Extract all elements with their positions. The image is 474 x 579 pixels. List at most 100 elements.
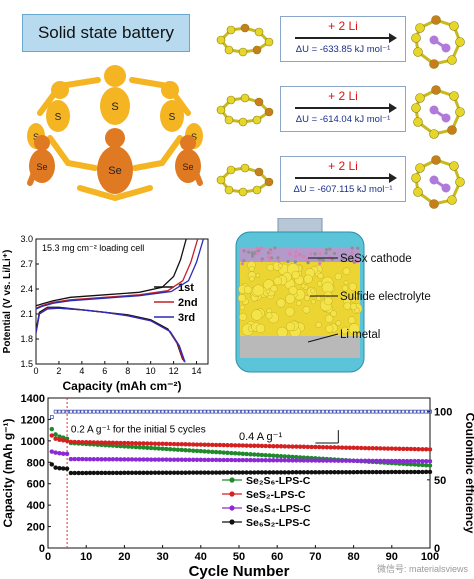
svg-text:Se: Se <box>182 162 193 172</box>
capacity-point-SeS₂-LPS-C <box>427 447 433 452</box>
capacity-point-SeS₂-LPS-C <box>313 444 318 450</box>
capacity-point-Se₆S₂-LPS-C <box>133 470 139 476</box>
capacity-point-Se₄S₄-LPS-C <box>370 458 375 464</box>
capacity-point-Se₆S₂-LPS-C <box>106 470 112 476</box>
cathode-particle <box>255 246 260 250</box>
capacity-point-Se₄S₄-LPS-C <box>137 457 142 462</box>
ce-point <box>267 409 272 414</box>
capacity-point-Se₆S₂-LPS-C <box>305 470 311 475</box>
capacity-point-Se₂S₆-LPS-C <box>137 445 142 450</box>
capacity-point-Se₄S₄-LPS-C <box>217 457 223 463</box>
atom <box>411 103 421 113</box>
ce-point <box>286 409 291 414</box>
capacity-point-SeS₂-LPS-C <box>99 440 104 445</box>
atom <box>264 107 274 117</box>
capacity-point-Se₆S₂-LPS-C <box>187 470 192 475</box>
ce-point <box>302 409 306 414</box>
atom <box>447 55 457 65</box>
svg-text:Se: Se <box>36 162 47 172</box>
cathode-particle <box>352 260 356 264</box>
plus-li-label: + 2 Li <box>328 19 358 33</box>
capacity-point-SeS₂-LPS-C <box>401 446 406 452</box>
atom <box>455 107 465 117</box>
legend-label: Se₆S₂-LPS-C <box>246 517 311 529</box>
people-cartoon: S S S S Se Se S Se <box>27 65 203 202</box>
cathode-particle <box>247 250 251 254</box>
y-tick-label: 0 <box>39 543 45 555</box>
capacity-point-Se₄S₄-LPS-C <box>83 456 89 462</box>
capacity-point-Se₄S₄-LPS-C <box>171 457 177 462</box>
cathode-particle <box>328 247 332 251</box>
capacity-point-SeS₂-LPS-C <box>278 444 284 449</box>
capacity-point-Se₆S₂-LPS-C <box>252 470 257 475</box>
capacity-point-SeS₂-LPS-C <box>294 444 299 449</box>
electrolyte-particle <box>288 286 298 295</box>
capacity-point-Se₄S₄-LPS-C <box>267 458 272 463</box>
atom <box>264 177 274 187</box>
capacity-point-Se₂S₆-LPS-C <box>244 451 249 457</box>
person-right: S <box>160 81 184 132</box>
y-tick-label: 1000 <box>21 436 45 448</box>
ce-point <box>65 409 69 414</box>
capacity-point-Se₂S₆-LPS-C <box>236 451 242 456</box>
anode-label: Li metal <box>340 329 380 341</box>
x-tick-label: 12 <box>169 366 179 376</box>
y-tick-label: 200 <box>27 522 45 534</box>
ce-point <box>298 409 302 414</box>
cathode-particle <box>341 256 345 261</box>
capacity-point-Se₂S₆-LPS-C <box>282 454 288 459</box>
capacity-point-Se₆S₂-LPS-C <box>190 470 196 475</box>
capacity-point-Se₄S₄-LPS-C <box>366 458 372 464</box>
capacity-point-Se₄S₄-LPS-C <box>263 457 268 463</box>
capacity-point-Se₆S₂-LPS-C <box>404 469 410 475</box>
capacity-point-SeS₂-LPS-C <box>324 445 330 450</box>
capacity-point-Se₆S₂-LPS-C <box>183 470 188 475</box>
capacity-point-Se₆S₂-LPS-C <box>202 470 207 475</box>
capacity-point-Se₆S₂-LPS-C <box>206 470 211 475</box>
ce-point <box>229 409 234 414</box>
capacity-point-SeS₂-LPS-C <box>61 438 66 443</box>
capacity-point-Se₆S₂-LPS-C <box>103 470 108 476</box>
capacity-point-Se₄S₄-LPS-C <box>129 457 135 462</box>
ce-point <box>263 409 268 414</box>
capacity-point-SeS₂-LPS-C <box>210 442 215 448</box>
capacity-point-SeS₂-LPS-C <box>106 440 112 445</box>
reaction-box: + 2 Li ΔU = -633.85 kJ mol⁻¹ <box>280 16 406 62</box>
cathode-particle <box>350 246 354 250</box>
capacity-point-Se₄S₄-LPS-C <box>347 458 353 463</box>
ce-point <box>218 409 222 414</box>
cathode-particle <box>324 248 329 252</box>
capacity-point-SeS₂-LPS-C <box>152 441 158 446</box>
capacity-point-SeS₂-LPS-C <box>160 441 165 447</box>
ce-point <box>153 409 157 414</box>
capacity-point-Se₄S₄-LPS-C <box>362 458 368 464</box>
ce-point <box>237 409 241 414</box>
capacity-point-Se₆S₂-LPS-C <box>198 470 204 475</box>
ce-point <box>305 409 310 414</box>
ce-point <box>321 409 325 414</box>
cathode-particle <box>332 251 337 256</box>
ce-point <box>275 409 280 414</box>
ce-point <box>397 409 402 414</box>
series-line-2nd-discharge <box>35 307 185 362</box>
capacity-point-SeS₂-LPS-C <box>171 441 177 447</box>
electrolyte-particle <box>310 299 316 305</box>
capacity-point-SeS₂-LPS-C <box>305 444 311 450</box>
ce-point <box>99 409 104 414</box>
electrolyte-particle <box>335 320 342 326</box>
atom <box>254 167 264 177</box>
person-left: S <box>46 81 70 132</box>
molecule-product <box>411 15 465 69</box>
capacity-point-Se₄S₄-LPS-C <box>324 458 330 463</box>
li-atom <box>441 43 451 53</box>
capacity-point-Se₂S₆-LPS-C <box>164 446 169 452</box>
capacity-point-Se₄S₄-LPS-C <box>328 458 333 463</box>
capacity-point-Se₄S₄-LPS-C <box>179 457 184 462</box>
capacity-point-Se₆S₂-LPS-C <box>248 470 253 475</box>
capacity-point-SeS₂-LPS-C <box>64 438 70 444</box>
capacity-point-SeS₂-LPS-C <box>236 443 242 448</box>
capacity-point-Se₆S₂-LPS-C <box>420 469 425 475</box>
capacity-point-SeS₂-LPS-C <box>274 443 280 449</box>
capacity-point-Se₄S₄-LPS-C <box>156 457 162 462</box>
capacity-point-Se₄S₄-LPS-C <box>221 457 226 463</box>
